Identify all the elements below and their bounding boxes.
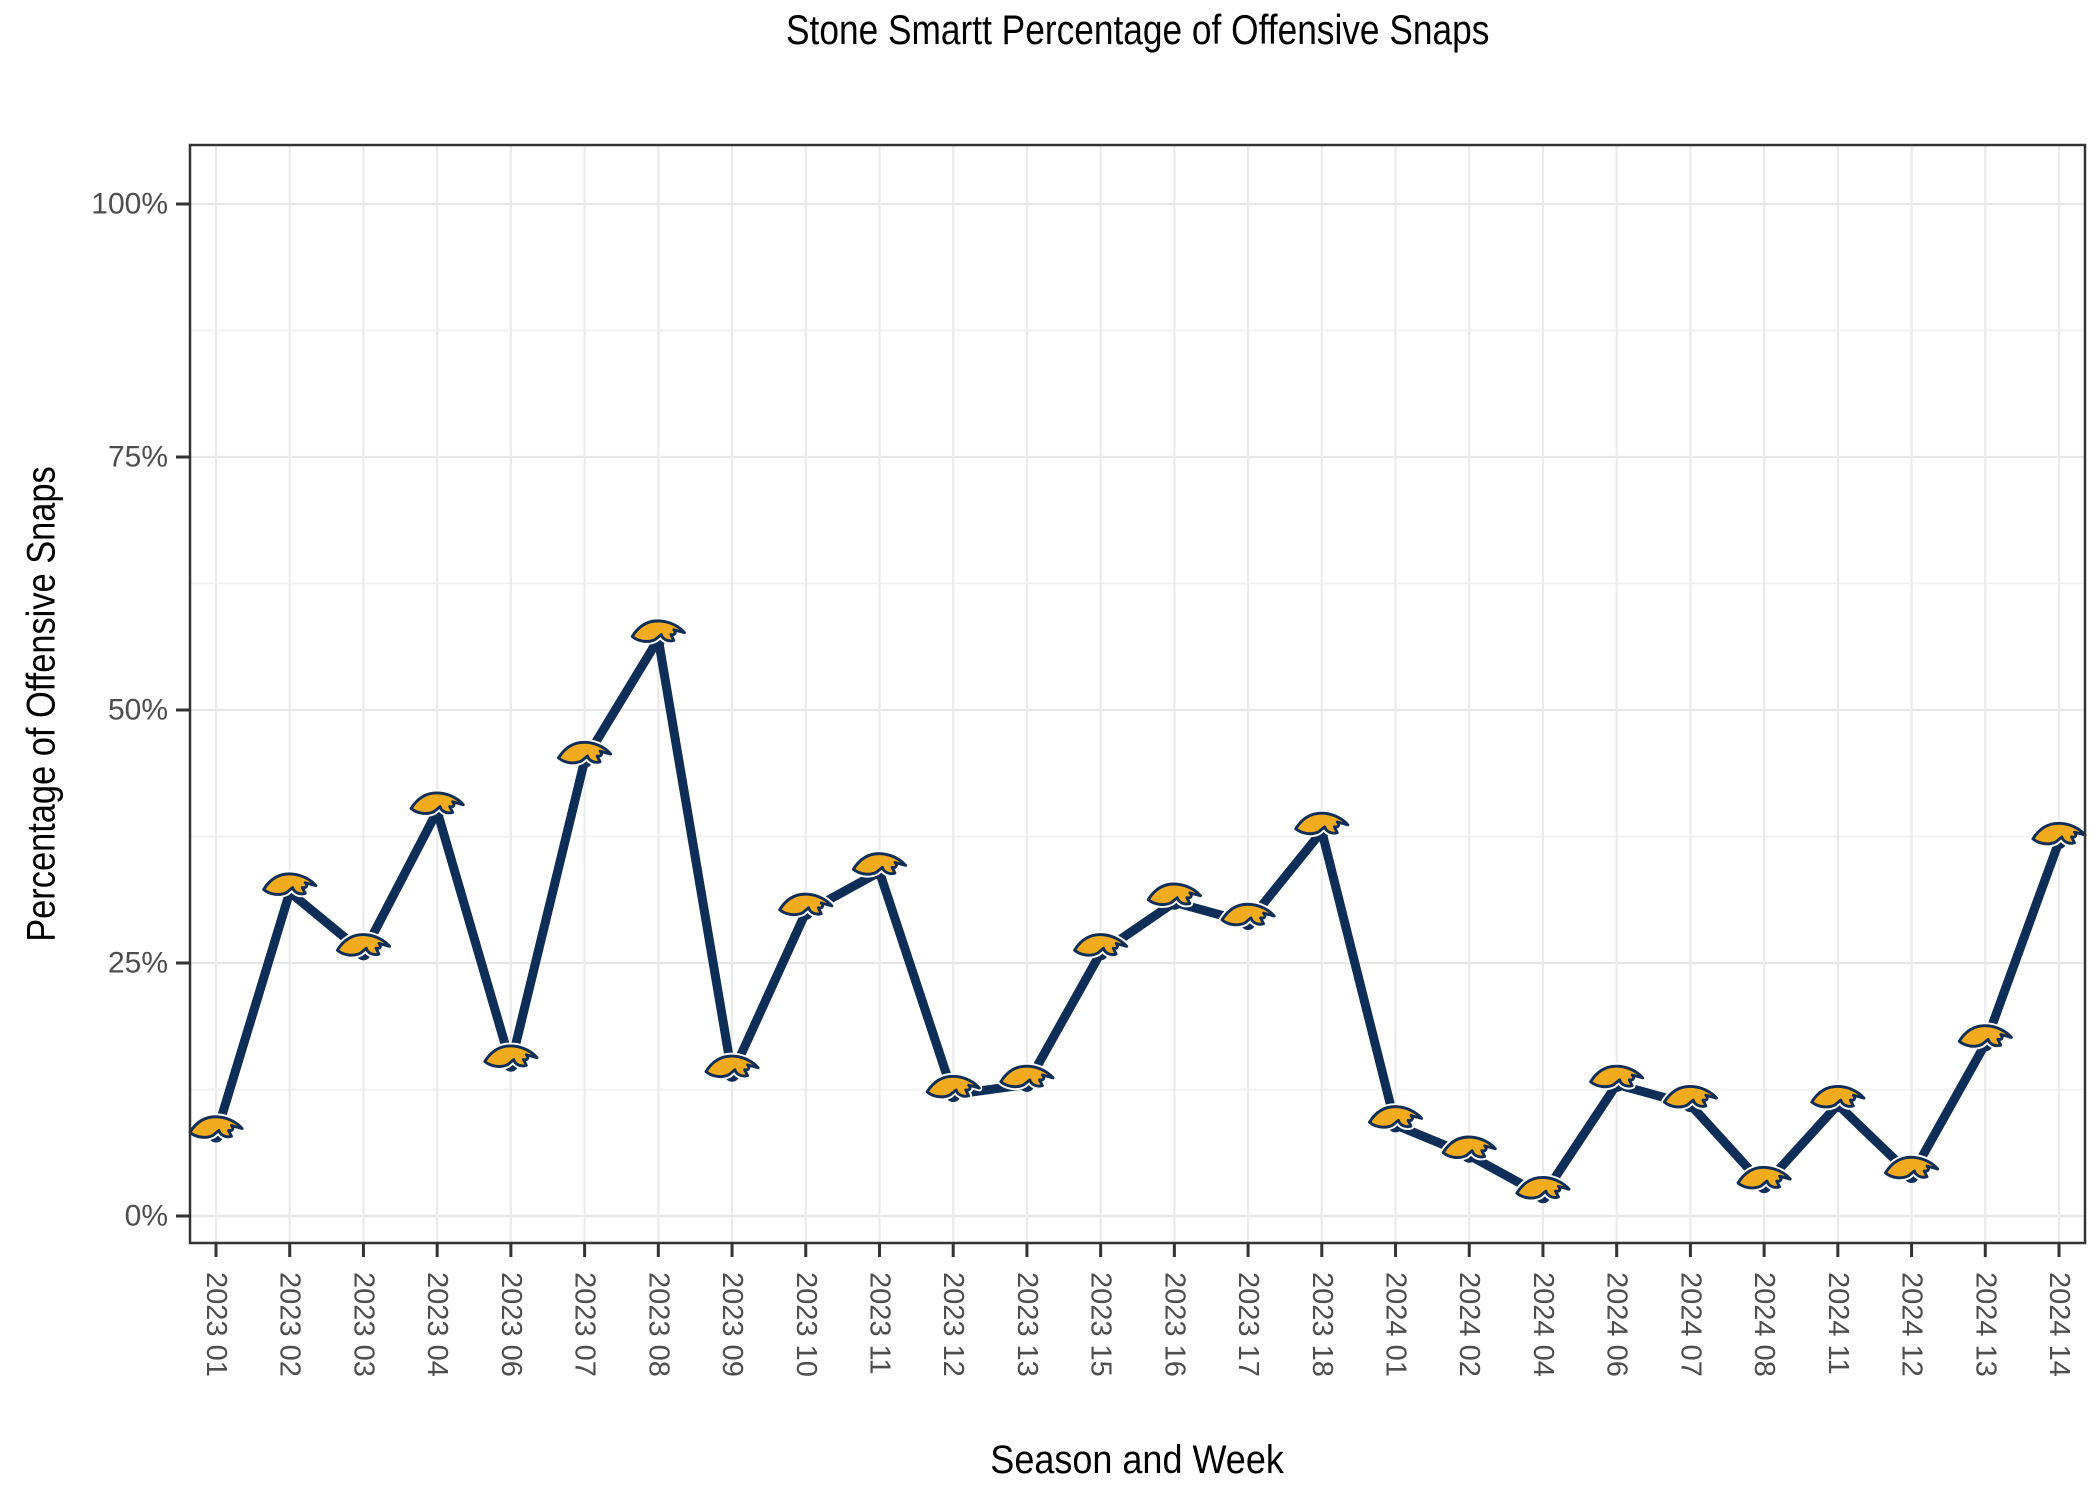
chargers-bolt-icon xyxy=(485,1046,537,1067)
chargers-bolt-icon xyxy=(706,1056,758,1077)
chargers-bolt-icon xyxy=(1296,813,1348,834)
data-point-markers xyxy=(190,621,2085,1204)
chargers-bolt-icon xyxy=(632,621,684,642)
x-tick-label: 2023 03 xyxy=(347,1272,379,1377)
x-axis-title: Season and Week xyxy=(190,1438,2085,1483)
y-tick-label: 75% xyxy=(108,441,168,474)
x-tick-label: 2023 09 xyxy=(716,1272,748,1377)
x-tick-label: 2024 02 xyxy=(1453,1272,1485,1377)
y-tick-label: 0% xyxy=(125,1200,168,1233)
y-tick-label: 25% xyxy=(108,947,168,980)
x-tick-label: 2023 13 xyxy=(1011,1272,1043,1377)
chargers-bolt-icon xyxy=(411,793,463,814)
x-tick-label: 2023 18 xyxy=(1306,1272,1338,1377)
chargers-bolt-icon xyxy=(853,854,905,875)
chargers-bolt-icon xyxy=(1812,1086,1864,1107)
x-tick-label: 2024 07 xyxy=(1674,1272,1706,1377)
x-tick-label: 2023 06 xyxy=(495,1272,527,1377)
x-tick-label: 2024 04 xyxy=(1527,1272,1559,1377)
panel-border-rect xyxy=(188,143,2087,1245)
x-axis-title-text: Season and Week xyxy=(990,1438,1285,1482)
x-tick-label: 2023 01 xyxy=(200,1272,232,1377)
x-tick-label: 2024 01 xyxy=(1380,1272,1412,1377)
chargers-bolt-icon xyxy=(780,894,832,915)
chargers-bolt-icon xyxy=(2033,823,2085,844)
chargers-bolt-icon xyxy=(264,874,316,895)
gridlines-vertical xyxy=(214,145,2061,1243)
chart-title: Stone Smartt Percentage of Offensive Sna… xyxy=(190,6,2085,54)
x-tick-label: 2024 12 xyxy=(1896,1272,1928,1377)
x-tick-label: 2023 16 xyxy=(1158,1272,1190,1377)
chargers-bolt-icon xyxy=(337,935,389,956)
x-tick-label: 2023 07 xyxy=(569,1272,601,1377)
chargers-bolt-icon xyxy=(1075,935,1127,956)
chargers-bolt-icon xyxy=(1664,1086,1716,1107)
x-tick-label: 2023 12 xyxy=(937,1272,969,1377)
y-tick-label: 50% xyxy=(108,694,168,727)
chargers-bolt-icon xyxy=(559,742,611,763)
y-tick-label: 100% xyxy=(91,188,168,221)
y-tick-labels: 0% 25% 50% 75% 100% xyxy=(91,188,168,1233)
chargers-bolt-icon xyxy=(1443,1137,1495,1158)
series-line xyxy=(211,634,2064,1201)
chargers-bolt-icon xyxy=(190,1117,242,1138)
x-tick-label: 2023 10 xyxy=(790,1272,822,1377)
x-tick-label: 2023 04 xyxy=(421,1272,453,1377)
x-tick-label: 2023 08 xyxy=(642,1272,674,1377)
chargers-bolt-icon xyxy=(1959,1026,2011,1047)
chargers-bolt-icon xyxy=(1148,884,1200,905)
x-tick-label: 2024 13 xyxy=(1969,1272,2001,1377)
panel-border xyxy=(188,143,2087,1245)
gridlines-major xyxy=(190,202,2085,1218)
x-tick-labels: 2023 01 2023 02 2023 03 2023 04 2023 06 2023 … xyxy=(200,1272,2075,1377)
x-tick-label: 2024 06 xyxy=(1601,1272,1633,1377)
x-tick-label: 2023 02 xyxy=(274,1272,306,1377)
x-tick-label: 2024 11 xyxy=(1822,1272,1854,1375)
chargers-bolt-icon xyxy=(1591,1066,1643,1087)
chargers-bolt-icon xyxy=(1885,1157,1937,1178)
gridlines-minor xyxy=(190,329,2085,1091)
x-tick-label: 2024 14 xyxy=(2043,1272,2075,1377)
chargers-bolt-icon xyxy=(1517,1177,1569,1198)
x-tick-label: 2023 11 xyxy=(863,1272,895,1375)
chargers-bolt-icon xyxy=(1738,1167,1790,1188)
chargers-bolt-icon xyxy=(1222,904,1274,925)
axis-ticks xyxy=(176,202,2061,1257)
chart-title-text: Stone Smartt Percentage of Offensive Sna… xyxy=(785,6,1490,53)
data-series-line xyxy=(211,634,2064,1201)
x-tick-label: 2023 15 xyxy=(1085,1272,1117,1377)
chargers-bolt-icon xyxy=(1001,1066,1053,1087)
chargers-bolt-icon xyxy=(1369,1107,1421,1128)
x-tick-label: 2024 08 xyxy=(1748,1272,1780,1377)
x-tick-label: 2023 17 xyxy=(1232,1272,1264,1377)
